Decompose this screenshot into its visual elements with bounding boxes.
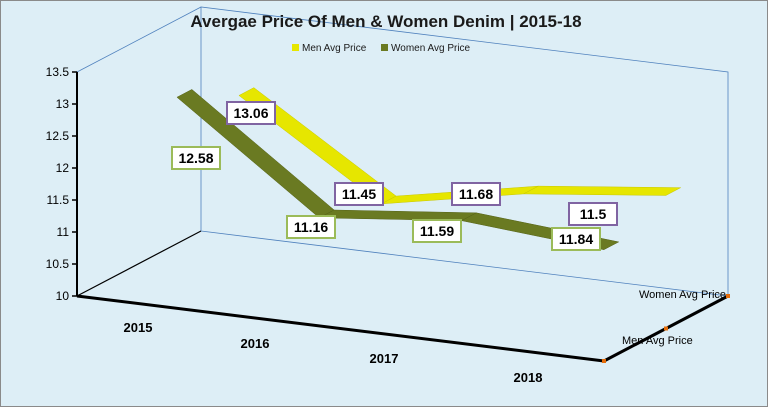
y-tick-label: 13 [56, 97, 70, 111]
depth-axis-marker [726, 294, 730, 298]
axes-group [76, 72, 730, 363]
series-axis-labels-group: Men Avg Price Women Avg Price [622, 289, 726, 347]
data-labels-group: 12.58 11.16 11.59 11.84 13.06 11.45 11.68 11.5 [171, 101, 618, 251]
legend-swatch [292, 44, 299, 51]
y-tick-label: 11.5 [47, 193, 70, 207]
data-label-box [286, 215, 336, 239]
legend-swatch [381, 44, 388, 51]
data-label: 11.45 [334, 182, 384, 206]
y-tick-label: 13.5 [46, 65, 70, 79]
legend-entry: Men Avg Price [302, 43, 367, 54]
data-label-text: 11.84 [559, 231, 593, 247]
data-label: 13.06 [226, 101, 276, 125]
data-label-text: 11.59 [420, 223, 454, 239]
data-label-text: 11.5 [580, 206, 607, 222]
data-label-box [568, 202, 618, 226]
data-label-box [171, 146, 221, 170]
floor-back-edge [76, 230, 202, 297]
data-label: 11.16 [286, 215, 336, 239]
y-ticks-group: 13.5 13 12.5 12 11.5 11 10.5 10 [46, 65, 77, 303]
category-label: 2018 [514, 370, 543, 385]
depth-axis-marker [664, 326, 668, 331]
y-tick-label: 12 [56, 161, 70, 175]
legend: Men Avg Price Women Avg Price [292, 43, 471, 54]
legend-entry: Women Avg Price [391, 43, 471, 54]
data-label-text: 11.16 [294, 219, 328, 235]
data-label: 12.58 [171, 146, 221, 170]
y-tick-label: 11 [57, 225, 70, 239]
data-label: 11.5 [568, 202, 618, 226]
category-label: 2017 [370, 351, 399, 366]
data-label-text: 11.68 [459, 186, 493, 202]
data-label: 11.84 [551, 227, 601, 251]
category-label: 2015 [124, 320, 153, 335]
data-label-box [551, 227, 601, 251]
data-label-text: 12.58 [178, 150, 213, 166]
y-tick-label: 10 [56, 289, 70, 303]
data-label: 11.68 [451, 182, 501, 206]
data-label-box [334, 182, 384, 206]
depth-axis-marker [602, 359, 606, 363]
data-label: 11.59 [412, 219, 462, 243]
x-axis-line [76, 294, 605, 363]
category-labels-group: 2015 2016 2017 2018 [124, 320, 543, 385]
data-label-text: 13.06 [233, 105, 268, 121]
side-wall-top-edge [76, 6, 202, 73]
data-label-box [451, 182, 501, 206]
data-label-box [412, 219, 462, 243]
back-wall-outline [200, 6, 729, 297]
data-label-text: 11.45 [342, 186, 376, 202]
category-label: 2016 [241, 336, 270, 351]
chart-title: Avergae Price Of Men & Women Denim | 201… [190, 12, 581, 31]
ribbon-segment [523, 185, 681, 196]
y-tick-label: 12.5 [46, 129, 70, 143]
series-axis-label: Men Avg Price [622, 335, 693, 347]
y-tick-label: 10.5 [46, 257, 70, 271]
series-axis-label: Women Avg Price [639, 289, 726, 301]
data-label-box [226, 101, 276, 125]
